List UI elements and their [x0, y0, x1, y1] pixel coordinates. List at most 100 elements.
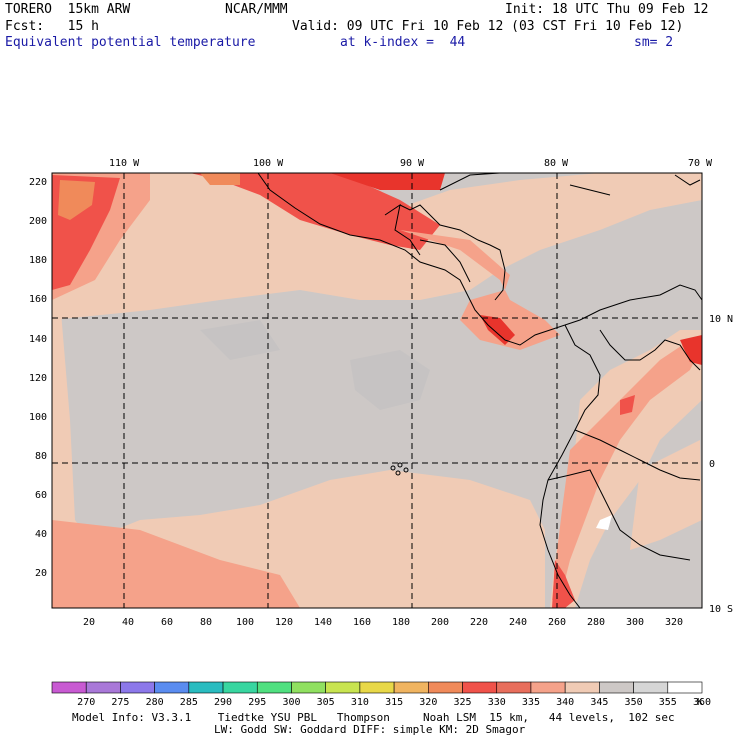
- legend-swatch: [462, 681, 498, 694]
- legend-label: 330: [488, 697, 506, 708]
- x-tick-label: 260: [548, 617, 566, 628]
- peach-region-north: [52, 173, 702, 320]
- model-info: Model Info: V3.3.1 Tiedtke YSU PBL Thomp…: [72, 711, 675, 724]
- x-tick-label: 320: [665, 617, 683, 628]
- lon-label: 90 W: [400, 158, 425, 169]
- caribbean-coast-central-america: [399, 204, 506, 301]
- y-tick-label: 40: [35, 529, 47, 540]
- legend-label: 325: [453, 697, 471, 708]
- y-tick-label: 180: [29, 255, 47, 266]
- legend-label: 320: [419, 697, 437, 708]
- ocean-patch-1: [350, 350, 430, 410]
- legend-swatch: [222, 681, 258, 694]
- salmon-region-andes: [552, 340, 700, 600]
- x-tick-label: 280: [587, 617, 605, 628]
- legend-swatch: [154, 681, 190, 694]
- legend-swatch: [428, 681, 463, 694]
- y-tick-label: 80: [35, 451, 47, 462]
- x-tick-label: 220: [470, 617, 488, 628]
- legend-swatch: [633, 681, 669, 694]
- legend-label: 275: [111, 697, 129, 708]
- x-tick-label: 80: [200, 617, 212, 628]
- x-tick-label: 200: [431, 617, 449, 628]
- map-frame: [51, 172, 703, 609]
- guatemala-border: [384, 203, 421, 256]
- y-tick-label: 20: [35, 568, 47, 579]
- y-axis: 220 200 180 160 140 120 100 80 60 40 20: [29, 177, 47, 579]
- legend-label: 360: [693, 697, 711, 708]
- smoothing: sm= 2: [634, 35, 674, 50]
- cuba-coast: [569, 184, 611, 196]
- x-tick-label: 40: [122, 617, 134, 628]
- x-tick-label: 100: [236, 617, 254, 628]
- legend-label: 280: [146, 697, 164, 708]
- deep-red-region-costa-rica: [480, 315, 515, 345]
- x-tick-label: 120: [275, 617, 293, 628]
- legend-label: 300: [282, 697, 300, 708]
- legend-label: 350: [625, 697, 643, 708]
- y-tick-label: 200: [29, 216, 47, 227]
- legend-label: 305: [317, 697, 335, 708]
- peach-region-amazon: [630, 440, 702, 550]
- galapagos-island-4: [395, 470, 401, 476]
- ocean-patch-2: [200, 320, 280, 360]
- yucatan-coast: [439, 173, 501, 191]
- lat-label: 10 N: [709, 314, 733, 325]
- honduras-border: [419, 239, 471, 283]
- peach-region-andes: [550, 330, 702, 608]
- lon-label: 70 W: [688, 158, 713, 169]
- red-region-mexico-coast: [190, 173, 440, 250]
- legend-swatch: [291, 681, 326, 694]
- init-time: Init: 18 UTC Thu 09 Feb 12: [505, 2, 709, 17]
- peach-region-south: [52, 300, 545, 608]
- lon-label: 100 W: [253, 158, 284, 169]
- legend-label: 310: [351, 697, 369, 708]
- legend-label: 285: [180, 697, 198, 708]
- red-spot-colombia: [620, 395, 635, 415]
- legend-swatch: [51, 681, 87, 694]
- x-tick-label: 300: [626, 617, 644, 628]
- x-tick-label: 180: [392, 617, 410, 628]
- y-tick-label: 60: [35, 490, 47, 501]
- legend-swatch: [530, 681, 566, 694]
- legend-label: 345: [590, 697, 608, 708]
- white-spot-andes: [596, 515, 612, 530]
- legend-swatch: [667, 681, 703, 694]
- graticule: [52, 173, 702, 608]
- legend-label: 270: [77, 697, 95, 708]
- legend-label: 295: [248, 697, 266, 708]
- ecuador-border: [547, 469, 601, 491]
- lon-label: 110 W: [109, 158, 140, 169]
- legend-swatch: [564, 681, 600, 694]
- lat-labels: 10 N 0 10 S: [709, 314, 733, 615]
- x-tick-label: 20: [83, 617, 95, 628]
- galapagos-islands: [390, 462, 409, 476]
- legend-swatch: [188, 681, 224, 694]
- y-tick-label: 160: [29, 294, 47, 305]
- color-legend: 270 275 280 285 290 295 300 305 310 315 320 325 330 3…: [51, 681, 711, 708]
- hispaniola-coast: [674, 174, 701, 186]
- legend-label: 315: [385, 697, 403, 708]
- salmon-region-central-america: [400, 230, 560, 350]
- y-tick-label: 100: [29, 412, 47, 423]
- lon-label: 80 W: [544, 158, 569, 169]
- field-name: Equivalent potential temperature: [5, 35, 256, 50]
- legend-label: 340: [556, 697, 574, 708]
- legend-swatch: [393, 681, 429, 694]
- galapagos-island-1: [390, 465, 396, 471]
- salmon-region-southwest: [52, 520, 300, 608]
- legend-label: 290: [214, 697, 232, 708]
- legend-swatch: [359, 681, 395, 694]
- x-tick-label: 160: [353, 617, 371, 628]
- valid-time: Valid: 09 UTC Fri 10 Feb 12 (03 CST Fri …: [292, 19, 684, 34]
- legend-swatch: [325, 681, 361, 694]
- colombia-venezuela-border: [599, 329, 701, 371]
- deep-red-region-venezuela: [680, 335, 702, 365]
- lat-label: 0: [709, 459, 715, 470]
- legend-swatch: [599, 681, 634, 694]
- y-tick-label: 120: [29, 373, 47, 384]
- legend-swatch: [85, 681, 121, 694]
- x-tick-label: 60: [161, 617, 173, 628]
- galapagos-island-2: [397, 462, 403, 468]
